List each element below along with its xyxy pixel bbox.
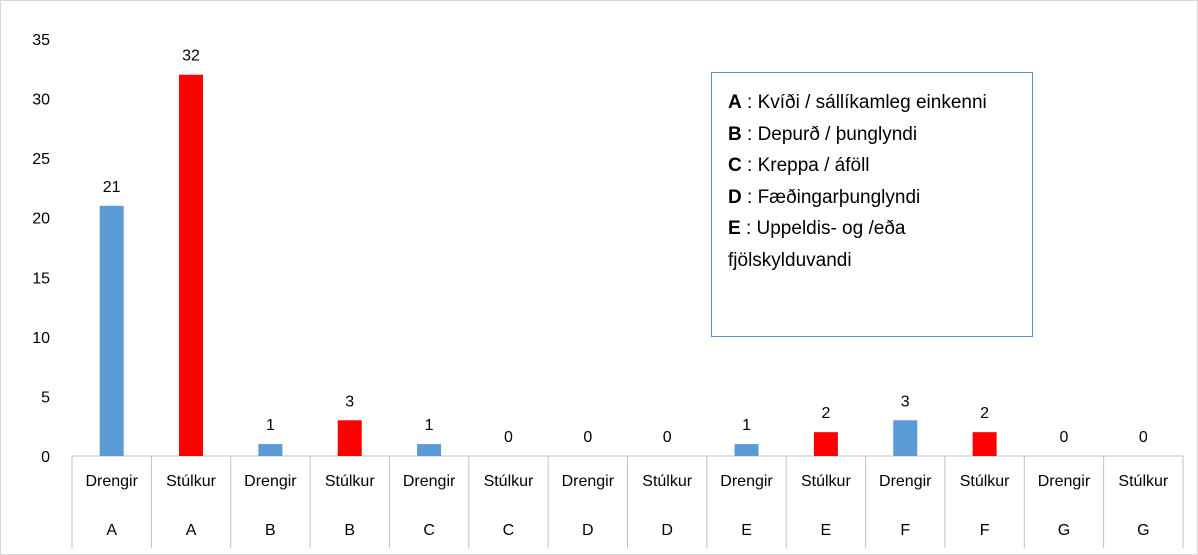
legend-key: C	[728, 155, 742, 176]
legend-text-box: A : Kvíði / sállíkamleg einkenni B : Dep…	[711, 72, 1033, 337]
bar	[338, 420, 362, 456]
legend-text: : Uppeldis- og /eða	[741, 218, 906, 239]
x-category-label: Stúlkur	[166, 473, 216, 490]
data-label: 0	[583, 429, 592, 446]
x-category-label: Stúlkur	[801, 473, 851, 490]
legend-text: : Kreppa / áföll	[742, 155, 870, 176]
x-group-label: A	[186, 522, 197, 539]
y-tick-label: 25	[32, 151, 50, 168]
data-label: 0	[663, 429, 672, 446]
data-label: 1	[742, 417, 751, 434]
legend-line-c: C : Kreppa / áföll	[728, 150, 1020, 182]
legend-line-e: E : Uppeldis- og /eða	[728, 213, 1020, 245]
x-category-label: Stúlkur	[484, 473, 534, 490]
y-tick-label: 20	[32, 211, 50, 228]
x-group-label: G	[1137, 522, 1149, 539]
y-tick-label: 15	[32, 270, 50, 287]
bar	[814, 432, 838, 456]
legend-line-b: B : Depurð / þunglyndi	[728, 119, 1020, 151]
data-label: 1	[266, 417, 275, 434]
y-tick-label: 30	[32, 92, 50, 109]
data-label: 21	[103, 179, 121, 196]
x-group-label: A	[106, 522, 117, 539]
data-label: 2	[980, 405, 989, 422]
x-category-label: Drengir	[403, 473, 456, 490]
legend-text: : Kvíði / sállíkamleg einkenni	[742, 92, 987, 113]
x-category-label: Stúlkur	[325, 473, 375, 490]
bar	[893, 420, 917, 456]
x-category-label: Drengir	[244, 473, 297, 490]
x-category-label: Drengir	[1038, 473, 1091, 490]
x-group-label: D	[582, 522, 594, 539]
y-tick-label: 35	[32, 32, 50, 49]
x-category-label: Drengir	[562, 473, 615, 490]
y-tick-label: 0	[41, 449, 50, 466]
x-category-label: Stúlkur	[642, 473, 692, 490]
x-category-label: Stúlkur	[1118, 473, 1168, 490]
x-group-label: C	[503, 522, 515, 539]
x-group-label: F	[980, 522, 990, 539]
data-label: 3	[901, 393, 910, 410]
bar	[735, 444, 759, 456]
legend-key: A	[728, 92, 742, 113]
legend-line-d: D : Fæðingarþunglyndi	[728, 182, 1020, 214]
x-category-label: Drengir	[720, 473, 773, 490]
legend-line-e-cont: fjölskylduvandi	[728, 245, 1020, 277]
x-group-label: D	[661, 522, 673, 539]
x-group-label: B	[265, 522, 276, 539]
legend-key: B	[728, 124, 742, 145]
legend-key: E	[728, 218, 741, 239]
data-label: 1	[425, 417, 434, 434]
data-label: 0	[1060, 429, 1069, 446]
x-group-label: B	[344, 522, 355, 539]
legend-text: : Fæðingarþunglyndi	[742, 187, 921, 208]
x-category-label: Drengir	[85, 473, 138, 490]
data-label: 2	[821, 405, 830, 422]
y-tick-label: 5	[41, 389, 50, 406]
y-tick-label: 10	[32, 330, 50, 347]
bar	[179, 75, 203, 456]
x-group-label: C	[423, 522, 435, 539]
legend-text: : Depurð / þunglyndi	[742, 124, 917, 145]
x-category-label: Drengir	[879, 473, 932, 490]
data-label: 3	[345, 393, 354, 410]
bar	[973, 432, 997, 456]
bar	[258, 444, 282, 456]
data-label: 0	[504, 429, 513, 446]
x-group-label: E	[821, 522, 832, 539]
bar	[417, 444, 441, 456]
x-group-label: E	[741, 522, 752, 539]
x-group-label: F	[900, 522, 910, 539]
legend-key: D	[728, 187, 742, 208]
data-label: 0	[1139, 429, 1148, 446]
legend-line-a: A : Kvíði / sállíkamleg einkenni	[728, 87, 1020, 119]
legend-text: fjölskylduvandi	[728, 250, 852, 271]
data-label: 32	[182, 48, 200, 65]
bar	[100, 206, 124, 456]
x-group-label: G	[1058, 522, 1070, 539]
x-category-label: Stúlkur	[960, 473, 1010, 490]
